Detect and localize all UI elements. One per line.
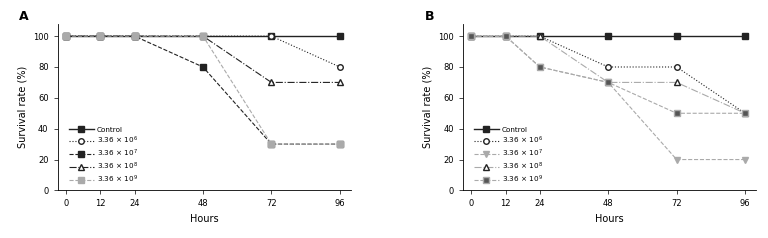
- X-axis label: Hours: Hours: [595, 214, 624, 224]
- Text: A: A: [19, 10, 29, 24]
- Y-axis label: Survival rate (%): Survival rate (%): [17, 66, 28, 148]
- X-axis label: Hours: Hours: [190, 214, 219, 224]
- Y-axis label: Survival rate (%): Survival rate (%): [422, 66, 432, 148]
- Legend: Control, 3.36 × 10$^{6}$, 3.36 × 10$^{7}$, 3.36 × 10$^{8}$, 3.36 × 10$^{9}$: Control, 3.36 × 10$^{6}$, 3.36 × 10$^{7}…: [472, 125, 545, 187]
- Legend: Control, 3.36 × 10$^{6}$, 3.36 × 10$^{7}$, 3.36 × 10$^{8}$, 3.36 × 10$^{9}$: Control, 3.36 × 10$^{6}$, 3.36 × 10$^{7}…: [67, 125, 139, 187]
- Text: B: B: [425, 10, 434, 24]
